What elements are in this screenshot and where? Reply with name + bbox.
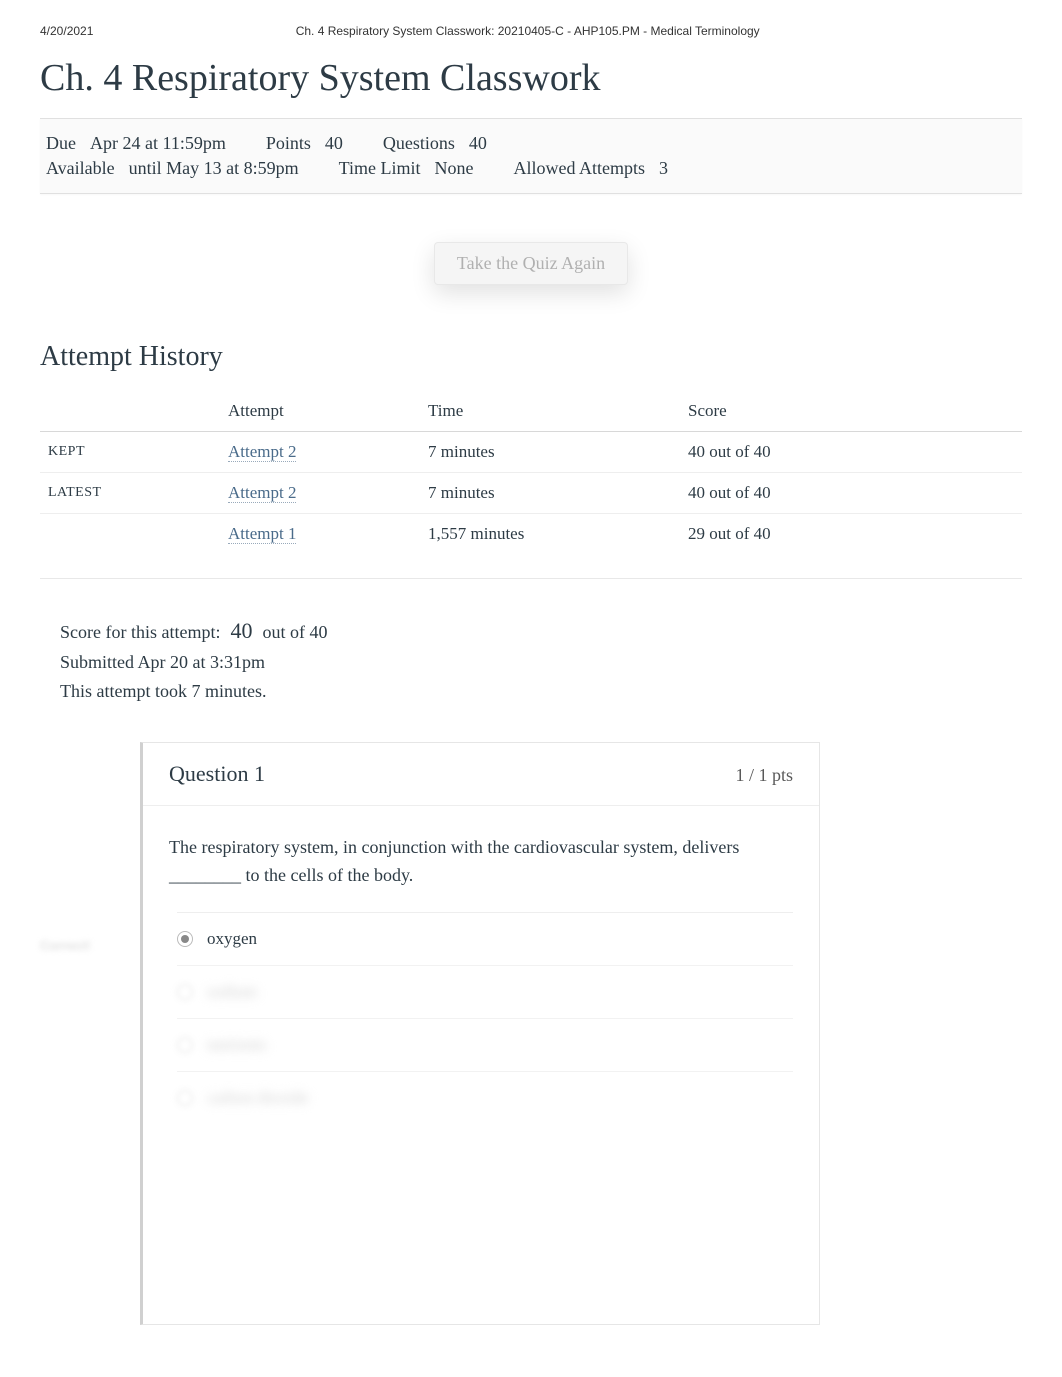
meta-points: Points 40 [266, 133, 343, 154]
radio-icon [177, 1090, 193, 1106]
meta-due-value: Apr 24 at 11:59pm [90, 133, 226, 154]
meta-points-label: Points [266, 133, 311, 154]
row-time: 1,557 minutes [420, 514, 680, 555]
row-score: 40 out of 40 [680, 432, 1022, 473]
table-row: Attempt 1 1,557 minutes 29 out of 40 [40, 514, 1022, 555]
answer-text: sodium [207, 982, 257, 1002]
attempt-history-title: Attempt History [40, 341, 1022, 373]
row-time: 7 minutes [420, 432, 680, 473]
header-breadcrumb: Ch. 4 Respiratory System Classwork: 2021… [296, 24, 760, 38]
attempts-header-score: Score [680, 391, 1022, 432]
meta-available-value: until May 13 at 8:59pm [129, 158, 299, 179]
attempts-header-status [40, 391, 220, 432]
duration-line: This attempt took 7 minutes. [60, 677, 1002, 706]
table-row: KEPT Attempt 2 7 minutes 40 out of 40 [40, 432, 1022, 473]
attempt-link[interactable]: Attempt 2 [228, 442, 296, 462]
attempts-header-attempt: Attempt [220, 391, 420, 432]
table-row: LATEST Attempt 2 7 minutes 40 out of 40 [40, 473, 1022, 514]
answer-option[interactable]: sodium [177, 965, 793, 1018]
meta-available-label: Available [46, 158, 115, 179]
answer-text: oxygen [207, 929, 257, 949]
radio-icon [177, 1037, 193, 1053]
attempt-link[interactable]: Attempt 2 [228, 483, 296, 503]
take-quiz-again-button[interactable]: Take the Quiz Again [434, 242, 628, 285]
divider [40, 578, 1022, 579]
meta-allowed-label: Allowed Attempts [514, 158, 646, 179]
meta-questions-label: Questions [383, 133, 455, 154]
quiz-meta-bar: Due Apr 24 at 11:59pm Points 40 Question… [40, 118, 1022, 194]
row-score: 29 out of 40 [680, 514, 1022, 555]
submitted-line: Submitted Apr 20 at 3:31pm [60, 648, 1002, 677]
header-date: 4/20/2021 [40, 24, 93, 38]
row-score: 40 out of 40 [680, 473, 1022, 514]
question-card: Question 1 1 / 1 pts The respiratory sys… [140, 742, 820, 1325]
answer-text: nutrients [207, 1035, 267, 1055]
answer-option[interactable]: nutrients [177, 1018, 793, 1071]
meta-questions-value: 40 [469, 133, 487, 154]
page-title: Ch. 4 Respiratory System Classwork [40, 56, 1022, 100]
attempts-table: Attempt Time Score KEPT Attempt 2 7 minu… [40, 391, 1022, 554]
row-time: 7 minutes [420, 473, 680, 514]
answer-option[interactable]: oxygen [177, 912, 793, 965]
meta-time-limit-label: Time Limit [339, 158, 421, 179]
score-suffix: out of 40 [262, 618, 327, 647]
meta-points-value: 40 [325, 133, 343, 154]
meta-available: Available until May 13 at 8:59pm [46, 158, 299, 179]
attempt-link[interactable]: Attempt 1 [228, 524, 296, 544]
meta-time-limit: Time Limit None [339, 158, 474, 179]
meta-time-limit-value: None [435, 158, 474, 179]
meta-allowed-value: 3 [659, 158, 668, 179]
answer-text: carbon dioxide [207, 1088, 309, 1108]
score-value: 40 [230, 613, 252, 648]
answer-option[interactable]: carbon dioxide [177, 1071, 793, 1124]
score-label: Score for this attempt: [60, 618, 220, 647]
meta-due-label: Due [46, 133, 76, 154]
score-summary: Score for this attempt: 40 out of 40 Sub… [40, 603, 1022, 732]
row-status: LATEST [40, 473, 220, 514]
question-title: Question 1 [169, 761, 265, 787]
radio-icon [177, 984, 193, 1000]
meta-questions: Questions 40 [383, 133, 487, 154]
meta-allowed-attempts: Allowed Attempts 3 [514, 158, 669, 179]
attempts-header-time: Time [420, 391, 680, 432]
correct-indicator: Correct! [40, 938, 140, 953]
answers-list: oxygen sodium nutrients carbon dioxide [143, 908, 819, 1324]
radio-icon [177, 931, 193, 947]
row-status: KEPT [40, 432, 220, 473]
row-status [40, 514, 220, 555]
meta-due: Due Apr 24 at 11:59pm [46, 133, 226, 154]
question-points: 1 / 1 pts [735, 765, 793, 786]
question-text: The respiratory system, in conjunction w… [143, 806, 819, 908]
